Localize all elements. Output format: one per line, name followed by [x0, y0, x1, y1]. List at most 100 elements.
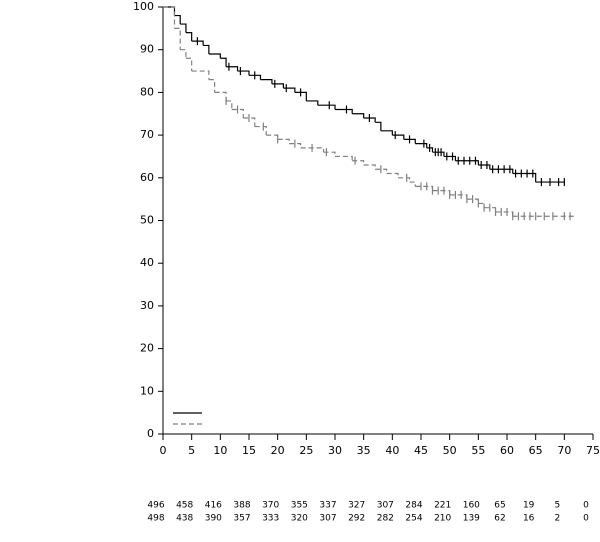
y-tick-label: 40 — [140, 256, 154, 269]
survival-step — [174, 27, 181, 50]
x-tick-label: 5 — [188, 444, 195, 457]
survival-step — [163, 6, 176, 16]
y-tick-label: 80 — [140, 85, 154, 98]
survival-step — [266, 134, 279, 140]
at-risk-count: 416 — [205, 501, 222, 511]
x-tick-label: 45 — [414, 444, 428, 457]
y-tick-label: 90 — [140, 43, 154, 56]
x-tick-label: 35 — [357, 444, 371, 457]
survival-step — [484, 207, 497, 212]
survival-step — [317, 104, 336, 110]
survival-step — [306, 100, 319, 106]
x-tick-label: 65 — [529, 444, 543, 457]
survival-step — [352, 160, 365, 165]
at-risk-count: 62 — [494, 514, 505, 524]
survival-step — [380, 130, 393, 136]
survival-step — [478, 164, 491, 170]
at-risk-count: 390 — [205, 514, 222, 524]
at-risk-count: 2 — [554, 514, 560, 524]
survival-step — [386, 172, 399, 178]
survival-step — [335, 108, 353, 114]
x-tick-label: 60 — [500, 444, 514, 457]
x-tick-label: 10 — [213, 444, 227, 457]
survival-step — [220, 57, 227, 67]
at-risk-count: 438 — [176, 514, 193, 524]
survival-step — [191, 40, 204, 46]
x-tick-label: 20 — [271, 444, 285, 457]
at-risk-count: 498 — [147, 514, 164, 524]
survival-step — [243, 117, 256, 127]
survival-step — [466, 198, 479, 204]
survival-step — [283, 87, 296, 93]
at-risk-count: 337 — [319, 501, 336, 511]
y-tick-label: 20 — [140, 342, 154, 355]
y-tick-label: 0 — [147, 427, 154, 440]
survival-step — [512, 172, 537, 183]
x-tick-label: 15 — [242, 444, 256, 457]
survival-step — [478, 202, 485, 208]
survival-step — [415, 185, 434, 191]
at-risk-count: 333 — [262, 514, 279, 524]
y-tick-label: 60 — [140, 171, 154, 184]
survival-step — [352, 113, 365, 119]
x-tick-label: 25 — [299, 444, 313, 457]
x-tick-label: 50 — [443, 444, 457, 457]
survival-step — [289, 143, 302, 148]
x-tick-label: 70 — [557, 444, 571, 457]
at-risk-count: 19 — [523, 501, 535, 511]
at-risk-count: 160 — [463, 501, 480, 511]
at-risk-count: 0 — [583, 501, 589, 511]
survival-step — [409, 181, 416, 187]
y-tick-label: 10 — [140, 384, 154, 397]
x-tick-label: 75 — [586, 444, 600, 457]
survival-step — [363, 164, 376, 170]
survival-step — [163, 6, 176, 29]
survival-step — [226, 100, 233, 110]
survival-step — [455, 160, 479, 165]
at-risk-count: 292 — [348, 514, 365, 524]
survival-step — [375, 121, 382, 131]
survival-step — [237, 70, 250, 76]
survival-step — [208, 78, 216, 93]
survival-step — [294, 91, 307, 101]
x-tick-label: 40 — [385, 444, 399, 457]
survival-step — [392, 134, 405, 140]
at-risk-count: 357 — [233, 514, 250, 524]
y-tick-label: 70 — [140, 128, 154, 141]
at-risk-count: 370 — [262, 501, 279, 511]
at-risk-count: 284 — [405, 501, 422, 511]
y-tick-label: 100 — [133, 0, 154, 13]
survival-step — [277, 138, 290, 144]
at-risk-count: 210 — [434, 514, 451, 524]
survival-step — [403, 138, 416, 144]
at-risk-count: 16 — [523, 514, 535, 524]
at-risk-count: 221 — [434, 501, 451, 511]
at-risk-count: 254 — [405, 514, 422, 524]
survival-step — [426, 147, 434, 153]
survival-step — [398, 177, 411, 183]
survival-step — [432, 190, 451, 195]
x-tick-label: 30 — [328, 444, 342, 457]
survival-step — [375, 168, 388, 174]
survival-step — [249, 74, 262, 80]
y-tick-label: 30 — [140, 299, 154, 312]
survival-step — [174, 14, 181, 25]
at-risk-count: 307 — [319, 514, 336, 524]
survival-step — [415, 143, 428, 148]
survival-step — [231, 108, 244, 119]
survival-step — [191, 70, 210, 80]
at-risk-count: 327 — [348, 501, 365, 511]
survival-step — [203, 44, 210, 54]
at-risk-count: 0 — [583, 514, 589, 524]
survival-step — [254, 125, 267, 136]
at-risk-count: 496 — [147, 501, 164, 511]
survival-step — [260, 78, 273, 84]
survival-step — [443, 155, 456, 161]
at-risk-count: 320 — [291, 514, 308, 524]
survival-step — [432, 151, 445, 157]
survival-step — [214, 91, 227, 101]
at-risk-count: 282 — [377, 514, 394, 524]
at-risk-count: 65 — [494, 501, 505, 511]
at-risk-count: 307 — [377, 501, 394, 511]
